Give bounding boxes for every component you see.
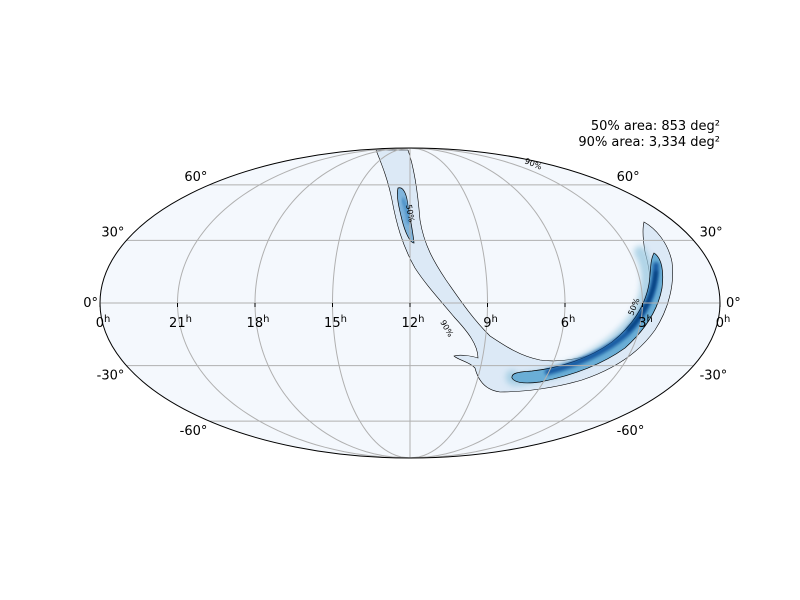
lat-label-right: 30° bbox=[700, 225, 723, 240]
lat-label-left: 30° bbox=[101, 225, 124, 240]
ra-hour-suffix: h bbox=[418, 314, 424, 325]
ra-tick-label: 0h bbox=[96, 314, 111, 331]
lat-label-left: -30° bbox=[97, 369, 125, 384]
ra-tick-label: 0h bbox=[716, 314, 731, 331]
ra-hour-suffix: h bbox=[186, 314, 192, 325]
ra-hour-suffix: h bbox=[569, 314, 575, 325]
ra-tick-label: 9h bbox=[483, 314, 498, 331]
contour-label: 50% bbox=[404, 204, 416, 223]
lat-label-right: -60° bbox=[617, 424, 645, 439]
ra-tick-label: 18h bbox=[247, 314, 270, 331]
lat-label-left: 0° bbox=[83, 296, 98, 311]
ra-hour: 21 bbox=[169, 316, 186, 331]
ra-hour: 0 bbox=[716, 316, 724, 331]
ra-hour-suffix: h bbox=[263, 314, 269, 325]
ra-hour-suffix: h bbox=[724, 314, 730, 325]
lat-label-left: 60° bbox=[184, 170, 207, 185]
ra-tick-label: 12h bbox=[402, 314, 425, 331]
ra-tick-label: 15h bbox=[324, 314, 347, 331]
ra-hour-suffix: h bbox=[646, 314, 652, 325]
probability-hotspot-upper bbox=[401, 198, 411, 224]
ra-hour-suffix: h bbox=[491, 314, 497, 325]
lat-label-right: 0° bbox=[726, 296, 741, 311]
ra-hour: 18 bbox=[247, 316, 264, 331]
lat-label-right: -30° bbox=[700, 369, 728, 384]
area-90-label: 90% area: 3,334 deg² bbox=[578, 135, 720, 150]
ra-hour: 15 bbox=[324, 316, 341, 331]
ra-hour: 6 bbox=[561, 316, 569, 331]
ra-hour: 12 bbox=[402, 316, 419, 331]
ra-tick-label: 3h bbox=[638, 314, 653, 331]
contour-90-upper bbox=[375, 149, 673, 393]
lat-label-left: -60° bbox=[180, 424, 208, 439]
latitude-labels: 60° 60° 30° 30° 0° 0° -30° -30° -60° -60° bbox=[83, 170, 741, 439]
lat-label-right: 60° bbox=[617, 170, 640, 185]
ra-tick-label: 21h bbox=[169, 314, 192, 331]
ra-tick-label: 6h bbox=[561, 314, 576, 331]
ra-hour-suffix: h bbox=[341, 314, 347, 325]
area-50-label: 50% area: 853 deg² bbox=[590, 119, 720, 134]
ra-hour: 9 bbox=[483, 316, 491, 331]
ra-hour: 0 bbox=[96, 316, 104, 331]
ra-labels: 0h 21h 18h 15h 12h 9h 6h 3h 0h bbox=[96, 314, 731, 331]
ra-hour: 3 bbox=[638, 316, 646, 331]
ra-hour-suffix: h bbox=[104, 314, 110, 325]
ra-tick-marks bbox=[99, 303, 721, 307]
